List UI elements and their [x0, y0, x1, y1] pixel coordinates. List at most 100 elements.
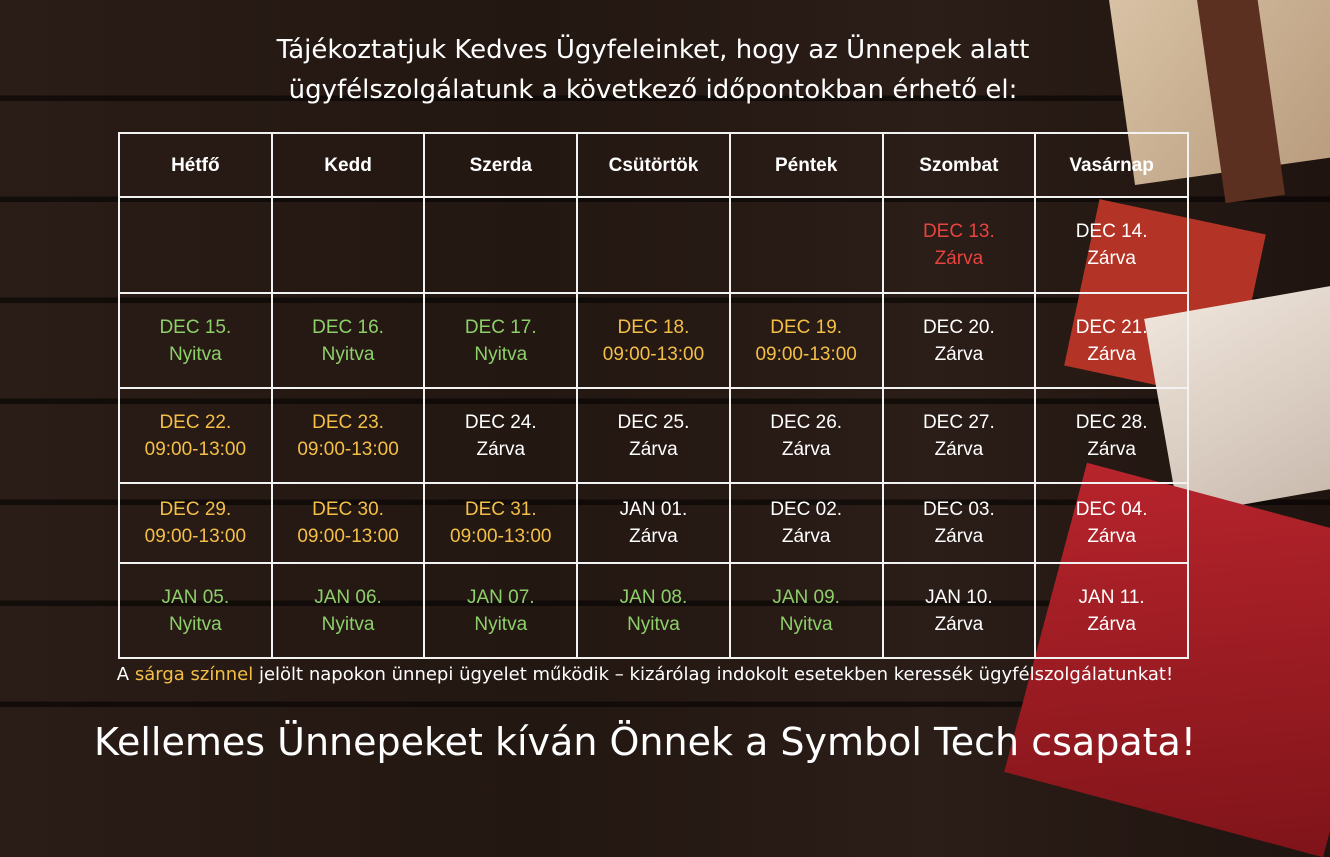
- day-status: 09:00-13:00: [602, 343, 705, 365]
- week-row: JAN 05. Nyitva JAN 06. Nyitva JAN 07. Nyitva J…: [118, 562, 1189, 659]
- day-status: Zárva: [629, 438, 678, 460]
- day-cell: DEC 13. Zárva: [881, 196, 1037, 294]
- day-cell: DEC 26. Zárva: [728, 387, 884, 484]
- day-status: Zárva: [934, 613, 984, 635]
- day-date: DEC 28.: [1075, 411, 1148, 433]
- day-date: JAN 09.: [772, 586, 840, 608]
- day-status: 09:00-13:00: [755, 343, 857, 365]
- day-status: Nyitva: [779, 613, 833, 635]
- day-cell: [270, 196, 426, 294]
- day-status: Nyitva: [474, 613, 528, 635]
- week-row: DEC 13. Zárva DEC 14. Zárva: [118, 196, 1189, 294]
- day-status: Zárva: [1087, 248, 1136, 269]
- day-status: Zárva: [1087, 438, 1136, 460]
- greeting-footer: Kellemes Ünnepeket kíván Önnek a Symbol …: [93, 720, 1197, 764]
- day-status: Zárva: [781, 526, 831, 547]
- weekday-header: Szerda: [423, 132, 579, 198]
- day-cell: DEC 15. Nyitva: [118, 292, 273, 389]
- legend-note: A sárga színnel jelölt napokon ünnepi üg…: [0, 664, 1290, 685]
- day-cell: DEC 31. 09:00-13:00: [423, 482, 579, 564]
- day-date: DEC 18.: [617, 316, 690, 338]
- day-status: 09:00-13:00: [297, 526, 399, 547]
- day-cell: DEC 17. Nyitva: [423, 292, 579, 389]
- day-cell: DEC 14. Zárva: [1034, 196, 1189, 294]
- schedule-table: Hétfő Kedd Szerda Csütörtök Péntek Szombat Vas…: [118, 132, 1189, 659]
- day-cell: JAN 08. Nyitva: [576, 562, 731, 659]
- day-cell: DEC 25. Zárva: [576, 387, 731, 484]
- day-cell: DEC 20. Zárva: [881, 292, 1037, 389]
- day-date: DEC 26.: [770, 411, 843, 433]
- weekday-header: Szombat: [881, 132, 1037, 198]
- day-status: Zárva: [1087, 343, 1136, 365]
- day-date: DEC 25.: [617, 411, 690, 433]
- day-status: Nyitva: [321, 343, 375, 365]
- day-cell: DEC 29. 09:00-13:00: [118, 482, 273, 564]
- heading-line-2: ügyfélszolgálatunk a következő időpontok…: [288, 75, 1018, 105]
- day-date: DEC 13.: [922, 221, 995, 242]
- day-date: JAN 10.: [925, 586, 993, 608]
- day-cell: DEC 04. Zárva: [1034, 482, 1189, 564]
- day-date: DEC 20.: [922, 316, 995, 338]
- day-cell: DEC 28. Zárva: [1034, 387, 1189, 484]
- day-cell: DEC 19. 09:00-13:00: [728, 292, 884, 389]
- day-status: 09:00-13:00: [144, 438, 247, 460]
- day-cell: JAN 06. Nyitva: [270, 562, 426, 659]
- weekday-header: Péntek: [728, 132, 884, 198]
- day-status: Zárva: [629, 526, 678, 547]
- day-cell: [576, 196, 731, 294]
- weekday-header: Hétfő: [118, 132, 273, 198]
- day-cell: DEC 24. Zárva: [423, 387, 579, 484]
- day-date: DEC 27.: [922, 411, 995, 433]
- day-date: DEC 15.: [159, 316, 232, 338]
- day-cell: DEC 22. 09:00-13:00: [118, 387, 273, 484]
- week-row: DEC 29. 09:00-13:00 DEC 30. 09:00-13:00 DEC …: [118, 482, 1189, 564]
- day-date: DEC 21.: [1075, 316, 1148, 338]
- day-cell: JAN 05. Nyitva: [118, 562, 273, 659]
- day-status: 09:00-13:00: [297, 438, 399, 460]
- day-cell: JAN 10. Zárva: [881, 562, 1037, 659]
- day-date: DEC 03.: [922, 499, 995, 520]
- day-cell: JAN 07. Nyitva: [423, 562, 579, 659]
- day-cell: JAN 11. Zárva: [1034, 562, 1189, 659]
- day-status: 09:00-13:00: [144, 526, 247, 547]
- day-date: DEC 16.: [312, 316, 384, 338]
- day-status: Nyitva: [168, 613, 222, 635]
- heading-line-1: Tájékoztatjuk Kedves Ügyfeleinket, hogy …: [276, 35, 1030, 65]
- day-status: Nyitva: [321, 613, 375, 635]
- day-date: DEC 30.: [312, 499, 384, 520]
- day-date: JAN 05.: [161, 586, 230, 608]
- day-status: Zárva: [476, 438, 526, 460]
- day-cell: DEC 30. 09:00-13:00: [270, 482, 426, 564]
- note-highlight: sárga színnel: [134, 664, 254, 685]
- day-status: Zárva: [934, 343, 984, 365]
- day-date: DEC 14.: [1075, 221, 1148, 242]
- day-date: JAN 11.: [1078, 586, 1145, 608]
- day-cell: [728, 196, 884, 294]
- weekday-header: Kedd: [270, 132, 426, 198]
- day-date: JAN 01.: [619, 499, 688, 520]
- weekday-header: Vasárnap: [1034, 132, 1189, 198]
- day-status: Zárva: [781, 438, 831, 460]
- weekday-header: Csütörtök: [576, 132, 731, 198]
- day-date: DEC 02.: [770, 499, 843, 520]
- day-date: JAN 08.: [619, 586, 688, 608]
- day-cell: DEC 23. 09:00-13:00: [270, 387, 426, 484]
- day-date: JAN 07.: [466, 586, 535, 608]
- day-status: Zárva: [934, 438, 984, 460]
- day-date: DEC 24.: [464, 411, 537, 433]
- day-status: 09:00-13:00: [450, 526, 552, 547]
- day-date: DEC 19.: [770, 316, 843, 338]
- day-status: Zárva: [1087, 526, 1136, 547]
- day-status: Nyitva: [627, 613, 680, 635]
- day-status: Zárva: [1087, 613, 1136, 635]
- note-prefix: A: [116, 664, 135, 685]
- day-cell: DEC 18. 09:00-13:00: [576, 292, 731, 389]
- day-cell: DEC 27. Zárva: [881, 387, 1037, 484]
- announcement-heading: Tájékoztatjuk Kedves Ügyfeleinket, hogy …: [0, 30, 1306, 110]
- day-cell: DEC 02. Zárva: [728, 482, 884, 564]
- day-cell: [118, 196, 273, 294]
- day-cell: DEC 21. Zárva: [1034, 292, 1189, 389]
- day-date: DEC 29.: [159, 499, 232, 520]
- day-cell: DEC 03. Zárva: [881, 482, 1037, 564]
- day-cell: DEC 16. Nyitva: [270, 292, 426, 389]
